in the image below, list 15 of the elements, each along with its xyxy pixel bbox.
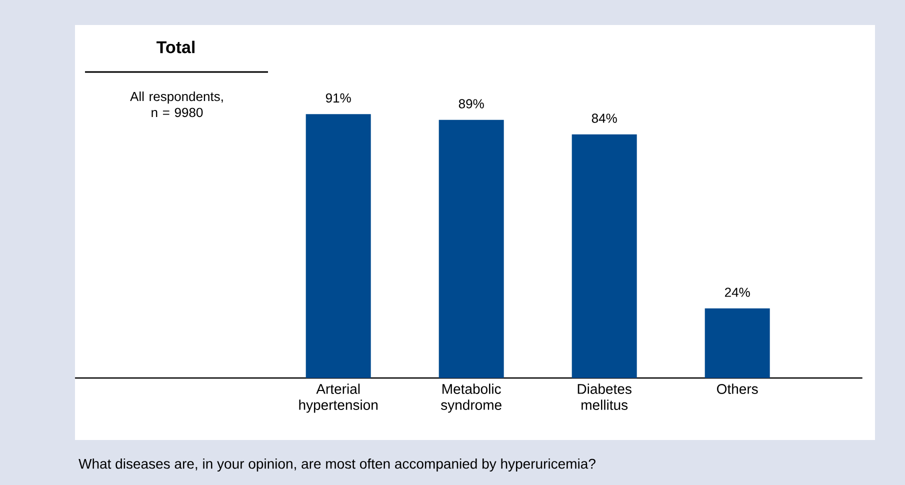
chart-subtitle: All respondents, n = 9980: [130, 92, 223, 118]
x-tick-label: Arterial hypertension: [299, 384, 378, 413]
bar: [704, 308, 770, 378]
data-label: 84%: [592, 114, 617, 123]
data-label: 89%: [458, 99, 484, 108]
x-tick-label: Metabolic syndrome: [441, 384, 502, 413]
bar: [306, 114, 371, 378]
bar: [438, 120, 504, 378]
data-label: 91%: [326, 93, 351, 103]
x-tick-label: Diabetes mellitus: [578, 384, 632, 410]
text: What diseases are, in your opinion, are most often accompanied by hyperuricemia?: [78, 458, 596, 472]
x-tick-label: Others: [717, 384, 758, 394]
chart-title: Total: [156, 40, 194, 54]
data-label: 24%: [725, 288, 750, 297]
bar: [572, 134, 637, 378]
